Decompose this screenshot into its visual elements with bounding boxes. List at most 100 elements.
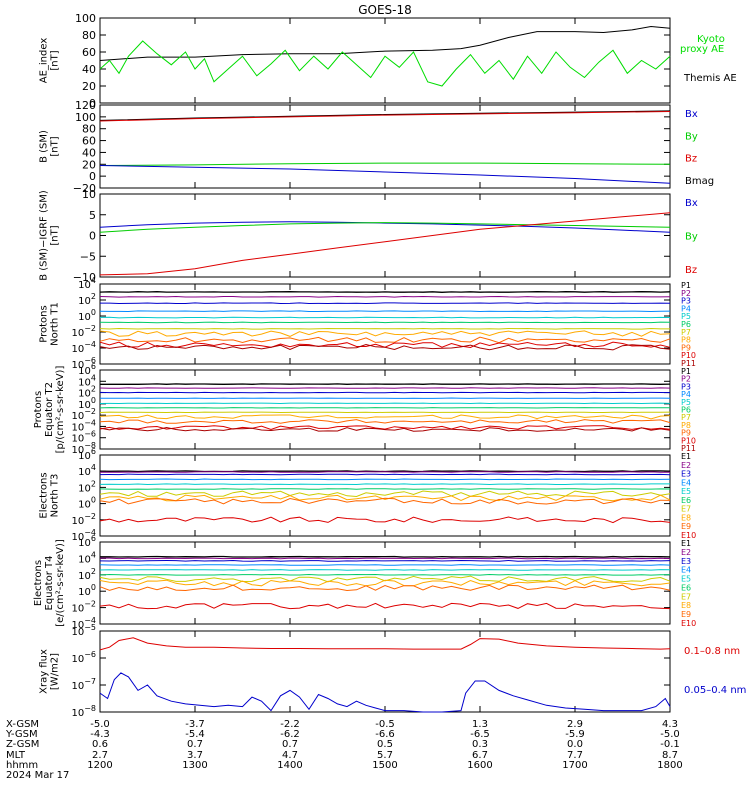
orbit-value: 0.3 — [472, 739, 488, 750]
orbit-value: -2.2 — [280, 719, 300, 730]
legend-p5: P5 — [681, 312, 691, 321]
legend-e4: E4 — [681, 566, 691, 575]
plot-title: GOES-18 — [358, 3, 412, 17]
series-line-p9 — [99, 336, 671, 344]
series-line-p9 — [99, 419, 671, 424]
panel-frame — [99, 17, 671, 104]
y-tick-label: −10 — [73, 271, 96, 284]
series-line-e5 — [99, 569, 671, 571]
legend-kyoto: Kyoto — [697, 34, 725, 45]
y-tick-label: 40 — [82, 146, 96, 159]
orbit-row-label: MLT — [6, 750, 26, 761]
y-axis-label: [nT] — [50, 50, 61, 70]
legend-p11: P11 — [681, 444, 696, 453]
legend-p8: P8 — [681, 421, 691, 430]
orbit-value: 0.7 — [282, 739, 298, 750]
y-tick-label: 10 — [82, 188, 96, 201]
legend-p10: P10 — [681, 351, 696, 360]
y-axis-label: [W/m2] — [50, 653, 61, 690]
series-line-e4 — [99, 478, 671, 481]
y-axis-label: North T1 — [50, 302, 61, 346]
legend-bmag: Bmag — [685, 176, 714, 187]
legend-themis-ae: Themis AE — [683, 73, 737, 84]
y-tick-label: 0 — [89, 97, 96, 110]
series-line-p2 — [99, 387, 671, 389]
orbit-row-label: hhmm — [6, 760, 38, 771]
y-tick-label: 102 — [78, 479, 96, 494]
series-line-themis-ae — [99, 25, 671, 61]
series-line-p11 — [99, 426, 671, 432]
y-tick-label: 100 — [75, 12, 96, 25]
legend-p2: P2 — [681, 289, 691, 298]
legend-p8: P8 — [681, 336, 691, 345]
legend-e10: E10 — [681, 619, 696, 628]
orbit-value: 2.7 — [92, 750, 108, 761]
series-line-by — [99, 222, 671, 233]
y-tick-label: 20 — [82, 158, 96, 171]
orbit-value: 0.5 — [377, 739, 393, 750]
series-line-e6 — [99, 488, 671, 490]
legend-long-channel: 0.1–0.8 nm — [684, 646, 740, 657]
series-line-p8 — [99, 414, 671, 420]
legend-e5: E5 — [681, 487, 691, 496]
y-axis-label: [nT] — [50, 225, 61, 245]
legend-p4: P4 — [681, 390, 691, 399]
y-tick-label: 10−2 — [71, 512, 96, 527]
orbit-value: 1700 — [562, 760, 587, 771]
y-tick-label: 104 — [78, 550, 96, 565]
y-tick-label: 10−8 — [71, 704, 96, 719]
series-line-p5 — [99, 316, 671, 319]
y-axis-label: North T3 — [50, 474, 61, 518]
legend-p7: P7 — [681, 328, 691, 337]
y-tick-label: 102 — [78, 292, 96, 307]
series-line-e2 — [100, 557, 671, 560]
series-line-bz — [99, 212, 671, 276]
y-axis-label: [nT] — [50, 136, 61, 156]
series-line-e6 — [99, 573, 670, 576]
y-tick-label: 100 — [78, 583, 96, 598]
series-line-e10 — [99, 602, 671, 610]
legend-e3: E3 — [681, 470, 691, 479]
y-axis-label: Protons — [39, 305, 50, 342]
legend-e5: E5 — [681, 575, 691, 584]
orbit-value: -0.5 — [375, 719, 395, 730]
legend-e8: E8 — [681, 513, 691, 522]
series-line-p3 — [100, 302, 671, 305]
y-tick-label: 10−6 — [71, 650, 96, 665]
series-line-bz — [99, 111, 671, 122]
orbit-value: 2.9 — [567, 719, 583, 730]
orbit-value: -0.1 — [660, 739, 680, 750]
orbit-value: -6.2 — [280, 729, 300, 740]
series-line-p6 — [99, 321, 671, 324]
y-tick-label: 120 — [75, 99, 96, 112]
orbit-value: -5.0 — [660, 729, 680, 740]
legend-e1: E1 — [681, 539, 691, 548]
legend-short-channel: 0.05–0.4 nm — [684, 685, 746, 696]
series-line-e9 — [99, 497, 671, 505]
series-line-0-1-0-8-nm — [99, 637, 671, 651]
legend-bz: Bz — [685, 265, 697, 276]
y-tick-label: 60 — [82, 135, 96, 148]
legend-e1: E1 — [681, 452, 691, 461]
legend-p7: P7 — [681, 413, 691, 422]
series-line-p7 — [99, 327, 670, 330]
panel-frame — [99, 630, 671, 713]
orbit-value: -4.3 — [90, 729, 110, 740]
y-axis-label: AE_index — [39, 38, 50, 84]
y-tick-label: 102 — [78, 567, 96, 582]
legend-p3: P3 — [681, 382, 691, 391]
legend-e3: E3 — [681, 557, 691, 566]
y-tick-label: 5 — [89, 209, 96, 222]
y-axis-label: Equator T4 — [44, 556, 55, 611]
orbit-value: 5.7 — [377, 750, 393, 761]
date-label: 2024 Mar 17 — [6, 770, 69, 781]
legend-e9: E9 — [681, 522, 691, 531]
legend-p3: P3 — [681, 297, 691, 306]
series-line-e4 — [99, 564, 671, 566]
y-axis-label: Equator T2 — [44, 382, 55, 437]
series-line-p10 — [99, 425, 671, 431]
